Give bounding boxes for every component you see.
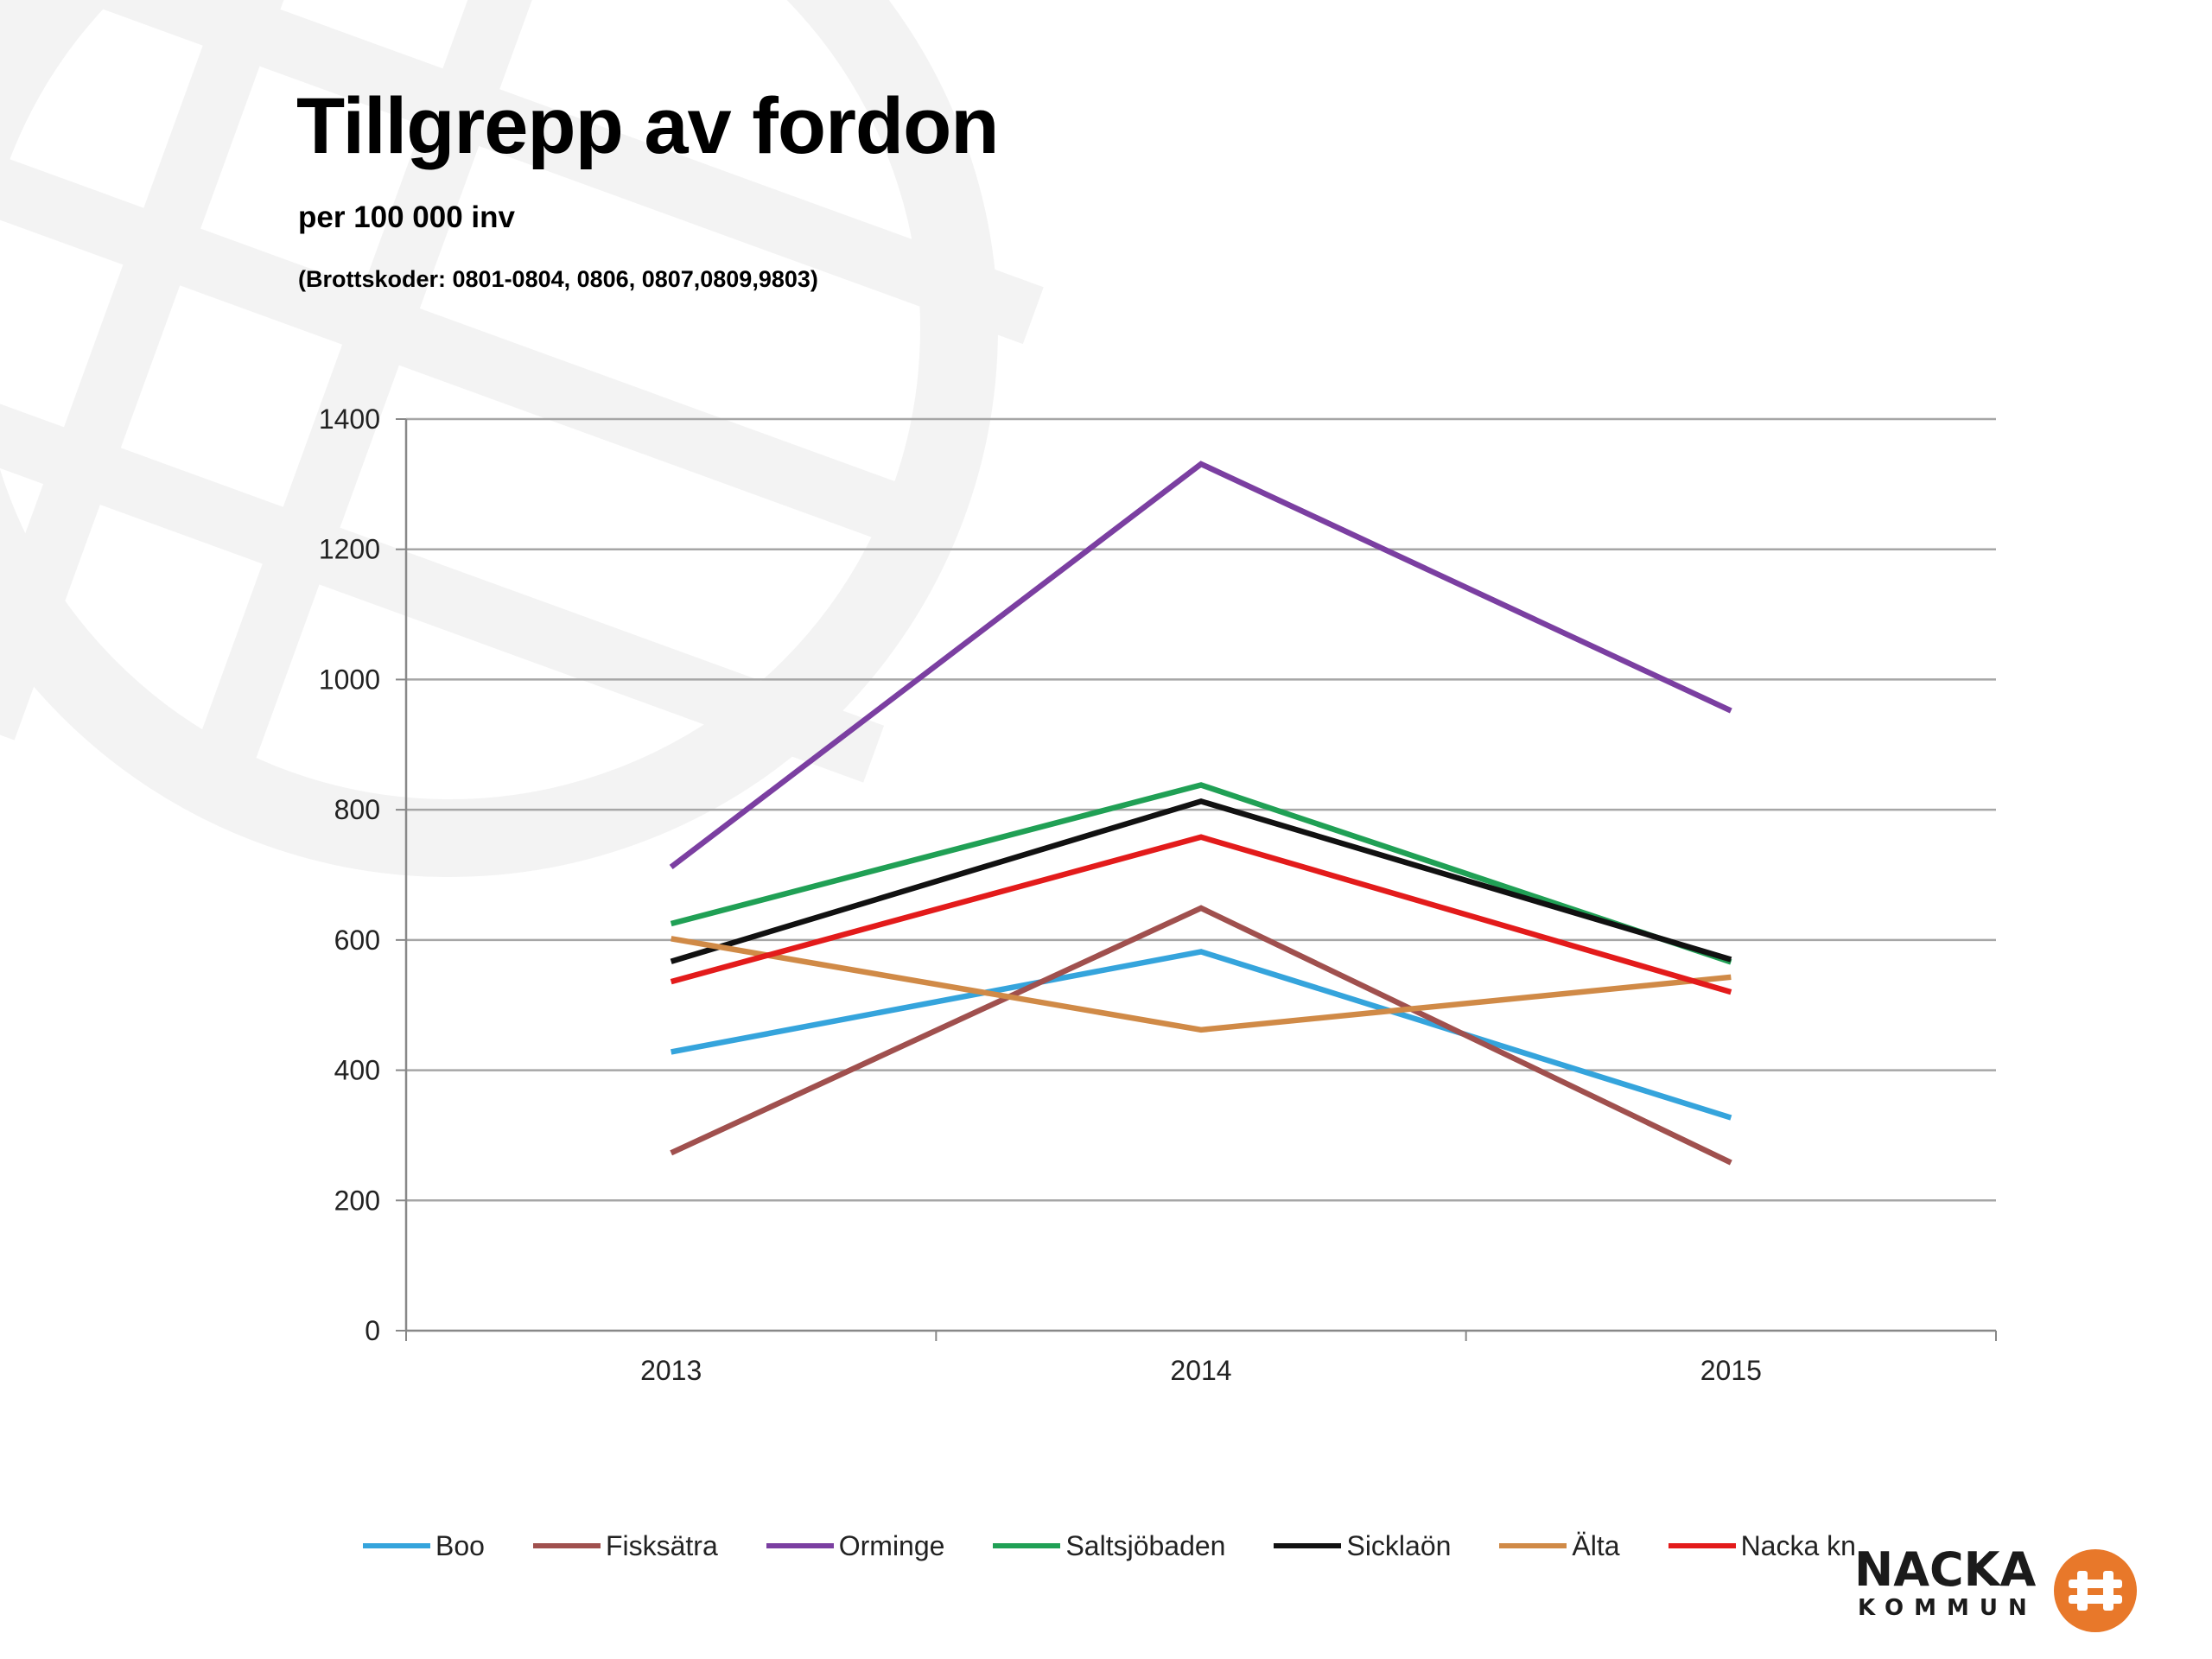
page-title: Tillgrepp av fordon: [296, 82, 999, 170]
y-tick-label: 1000: [319, 664, 380, 695]
x-tick-label: 2013: [640, 1355, 702, 1386]
series-line-saltsjöbaden: [670, 782, 1732, 965]
legend-label: Nacka kn: [1740, 1529, 1856, 1561]
logo-emblem-icon: [2054, 1549, 2137, 1632]
legend-item: Sicklaön: [1274, 1530, 1451, 1562]
nacka-kommun-logo: NACKA KOMMUN: [1854, 1547, 2139, 1642]
chart-legend: Boo Fisksätra Orminge Saltsjöbaden Sicklaön Ä…: [363, 1524, 1904, 1567]
legend-item: Nacka kn: [1668, 1529, 1856, 1562]
legend-label: Orminge: [838, 1529, 945, 1561]
legend-swatch: [1499, 1543, 1567, 1548]
legend-item: Fisksätra: [532, 1529, 718, 1562]
legend-swatch: [1668, 1543, 1736, 1548]
legend-swatch: [993, 1543, 1061, 1548]
legend-item: Saltsjöbaden: [993, 1530, 1225, 1562]
series-line-fisksätra: [670, 905, 1732, 1166]
y-tick-label: 800: [334, 794, 380, 825]
legend-swatch: [766, 1543, 834, 1548]
legend-swatch: [1274, 1543, 1342, 1548]
logo-wordmark: NACKA: [1854, 1542, 2037, 1597]
y-tick-label: 1200: [319, 534, 380, 565]
y-tick-label: 400: [334, 1055, 380, 1086]
x-tick-label: 2014: [1170, 1355, 1231, 1386]
y-tick-label: 600: [334, 925, 380, 956]
legend-label: Älta: [1572, 1529, 1620, 1561]
legend-item: Orminge: [766, 1529, 945, 1562]
y-tick-label: 200: [334, 1185, 380, 1216]
legend-swatch: [532, 1543, 601, 1548]
legend-label: Sicklaön: [1346, 1529, 1452, 1561]
series-line-nacka-kn: [670, 834, 1732, 995]
legend-swatch: [363, 1543, 430, 1548]
crime-codes: (Brottskoder: 0801-0804, 0806, 0807,0809…: [298, 266, 818, 292]
y-tick-label: 0: [365, 1315, 380, 1346]
logo-subwordmark: KOMMUN: [1858, 1595, 2037, 1621]
legend-label: Boo: [435, 1529, 485, 1561]
subtitle: per 100 000 inv: [298, 200, 515, 234]
legend-item: Boo: [363, 1530, 485, 1562]
legend-label: Saltsjöbaden: [1065, 1529, 1226, 1561]
series-line-sicklaön: [670, 798, 1732, 964]
x-tick-label: 2015: [1700, 1355, 1762, 1386]
series-line-orminge: [669, 461, 1732, 870]
y-tick-label: 1400: [319, 404, 380, 435]
series-line-älta: [671, 936, 1732, 1033]
series-line-boo: [671, 949, 1732, 1121]
legend-item: Älta: [1499, 1529, 1620, 1562]
legend-label: Fisksätra: [605, 1529, 718, 1561]
